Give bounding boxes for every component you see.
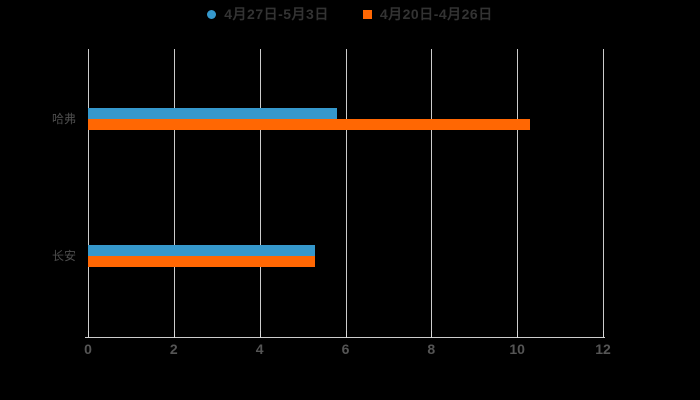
axis-tick xyxy=(603,331,604,338)
legend-marker-circle-icon xyxy=(207,9,217,19)
plot-area xyxy=(85,49,605,338)
x-tick-label: 10 xyxy=(509,341,525,357)
legend-marker-square-icon xyxy=(362,9,372,19)
gridline xyxy=(88,49,89,338)
x-tick-label: 2 xyxy=(169,341,178,357)
axis-tick xyxy=(173,331,175,338)
axis-tick xyxy=(88,331,89,338)
x-tick-label: 4 xyxy=(255,341,264,357)
gridline xyxy=(173,49,175,338)
bar-哈弗-series-2 xyxy=(88,119,530,130)
gridline xyxy=(259,49,261,338)
legend-label: 4月20日-4月26日 xyxy=(379,6,493,22)
x-tick-label: 12 xyxy=(595,341,611,357)
x-tick-label: 8 xyxy=(427,341,436,357)
category-label: 哈弗 xyxy=(51,112,76,126)
axis-tick xyxy=(259,331,261,338)
bar-长安-series-1 xyxy=(88,244,315,256)
axis-tick xyxy=(431,331,433,338)
gridline xyxy=(431,49,433,338)
gridline xyxy=(517,49,519,338)
legend: 4月27日-5月3日 4月20日-4月26日 xyxy=(0,4,700,24)
x-tick-label: 6 xyxy=(341,341,350,357)
x-tick-label: 0 xyxy=(84,341,92,357)
bar-长安-series-2 xyxy=(88,255,315,267)
legend-item-2[interactable]: 4月20日-4月26日 xyxy=(362,4,493,24)
axis-tick xyxy=(345,331,347,338)
gridline xyxy=(345,49,347,338)
x-axis-line xyxy=(85,337,605,338)
legend-item-1[interactable]: 4月27日-5月3日 xyxy=(207,4,329,24)
category-label: 长安 xyxy=(51,248,76,263)
legend-label: 4月27日-5月3日 xyxy=(224,6,329,22)
axis-tick xyxy=(517,331,519,338)
bar-哈弗-series-1 xyxy=(88,108,337,119)
x-axis-tick-labels: 0 2 4 6 8 10 12 xyxy=(84,341,611,361)
gridline xyxy=(603,49,604,338)
